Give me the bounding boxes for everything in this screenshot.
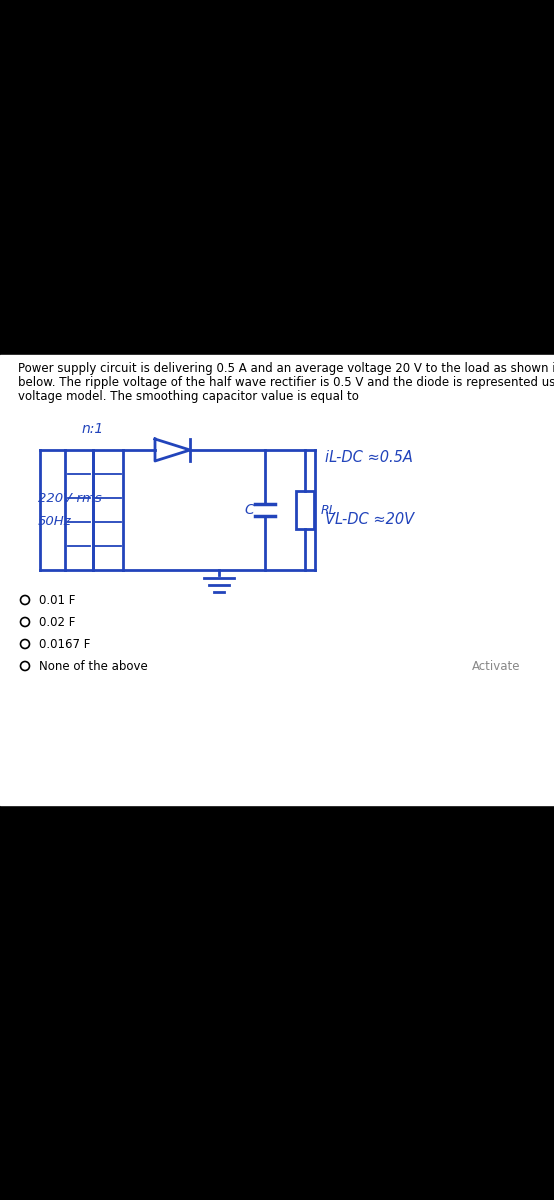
Text: iL-DC ≈0.5A: iL-DC ≈0.5A <box>325 450 413 466</box>
Text: None of the above: None of the above <box>39 660 148 672</box>
Text: voltage model. The smoothing capacitor value is equal to: voltage model. The smoothing capacitor v… <box>18 390 359 403</box>
Text: 220V rms: 220V rms <box>38 492 102 505</box>
Text: VL-DC ≈20V: VL-DC ≈20V <box>325 512 414 528</box>
Text: 0.0167 F: 0.0167 F <box>39 637 90 650</box>
Bar <box>0 355 554 805</box>
Text: n:1: n:1 <box>82 422 104 436</box>
Text: below. The ripple voltage of the half wave rectifier is 0.5 V and the diode is r: below. The ripple voltage of the half wa… <box>18 376 554 389</box>
Text: 0.01 F: 0.01 F <box>39 594 75 606</box>
Bar <box>296 491 314 529</box>
Text: 0.02 F: 0.02 F <box>39 616 75 629</box>
Text: 50Hz: 50Hz <box>38 515 72 528</box>
Text: RL: RL <box>321 504 337 516</box>
Text: C: C <box>244 503 254 517</box>
Text: Activate: Activate <box>471 660 520 672</box>
Text: Power supply circuit is delivering 0.5 A and an average voltage 20 V to the load: Power supply circuit is delivering 0.5 A… <box>18 362 554 374</box>
